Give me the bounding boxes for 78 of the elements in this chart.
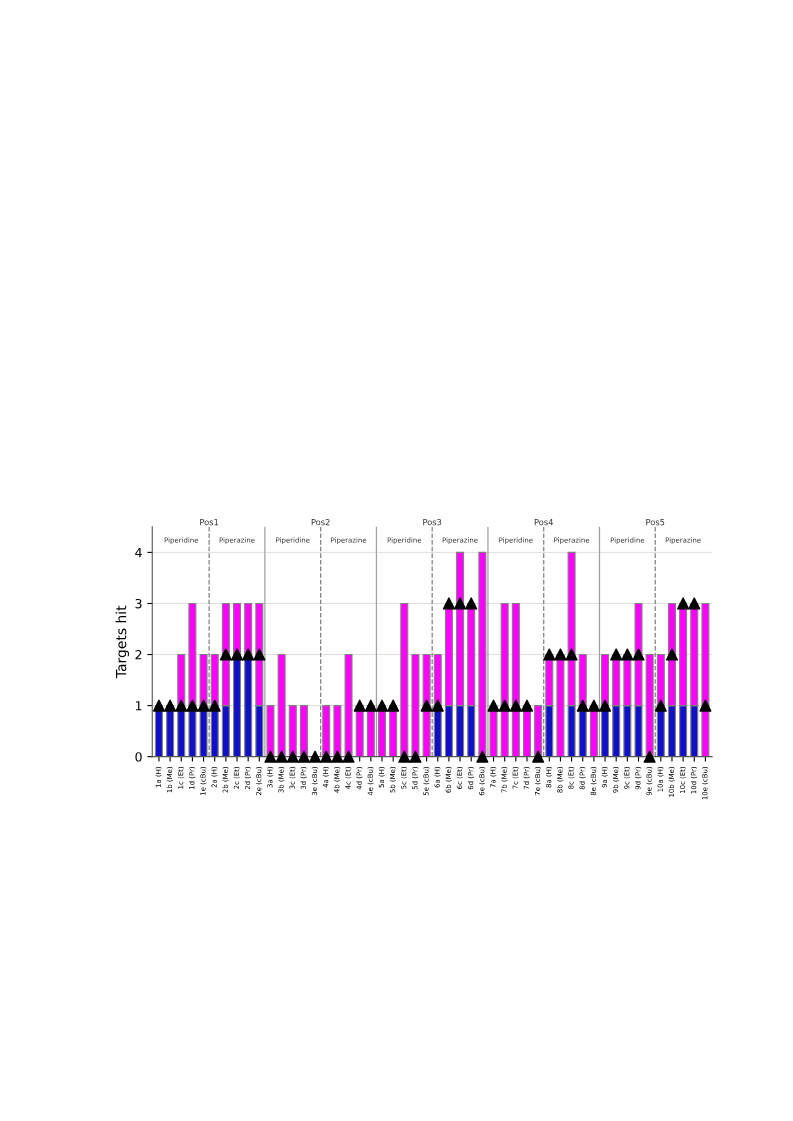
point [242,648,255,661]
bar [511,602,520,757]
y-tick-label: 2 [135,650,142,660]
point [387,699,400,712]
point [364,699,377,712]
point [565,648,578,661]
point [275,750,288,763]
text: Pos3 [423,518,442,526]
point [520,699,534,712]
point [665,648,679,661]
point [375,699,389,712]
y-axis-title: Targets hit [115,605,130,679]
point [331,750,344,763]
point [342,750,355,763]
text: Pos1 [200,519,219,526]
bar [411,653,420,757]
point [699,699,712,712]
point [543,648,556,661]
bar [288,705,297,757]
point [598,699,612,712]
y-tick-label: 4 [135,548,142,558]
point [576,699,589,712]
point [509,699,522,712]
point [498,699,511,712]
y-tick-label: 1 [135,701,142,711]
bar [400,602,409,757]
point [186,699,199,712]
point [309,750,322,763]
point [587,699,600,712]
bar [556,653,565,757]
point [264,750,277,763]
point [431,699,444,712]
point [286,750,299,763]
bar [266,705,275,757]
point [230,648,244,661]
point [532,750,545,763]
point [353,699,366,712]
point [164,699,177,712]
point [465,597,478,610]
bar [344,653,353,757]
point [487,699,500,712]
point [409,750,422,763]
point [219,648,232,661]
bar [233,602,242,656]
point [152,699,166,712]
point [297,750,311,763]
bar [177,653,186,707]
bar [277,653,286,757]
point [253,648,266,661]
point [453,597,467,610]
point [554,648,567,661]
point [610,648,623,661]
y-tick-label: 0 [135,752,142,762]
point [476,750,489,763]
bar [478,551,487,757]
bar [701,602,710,757]
point [175,699,188,712]
bar [601,653,610,707]
point [442,597,455,610]
point [621,648,634,661]
point [208,699,221,712]
point [643,750,656,763]
bar [244,602,253,656]
point [420,699,433,712]
point [197,699,210,712]
bar [333,705,342,757]
point [677,597,690,610]
point [398,750,411,763]
text: Pos5 [646,519,665,526]
point [654,699,667,712]
y-tick-label: 3 [135,598,142,609]
text: Pos2 [311,518,330,526]
point [688,597,701,610]
bar [578,653,587,707]
text: Pos4 [534,519,553,526]
bar [500,602,509,757]
point [320,750,333,763]
bar [299,705,308,757]
